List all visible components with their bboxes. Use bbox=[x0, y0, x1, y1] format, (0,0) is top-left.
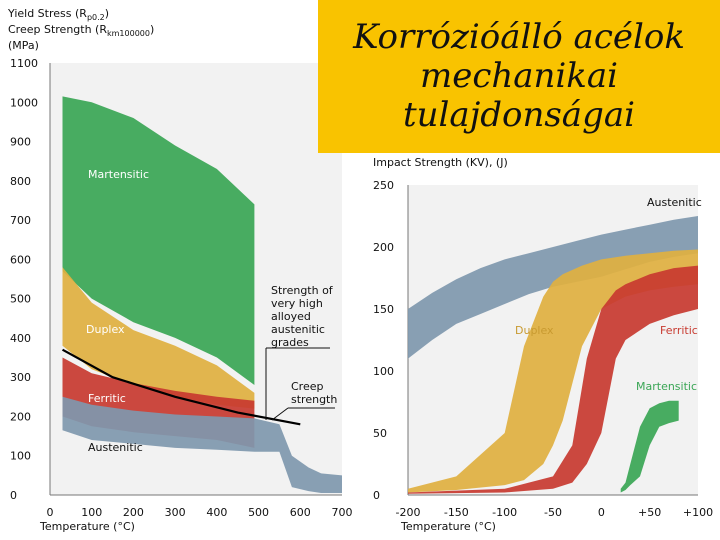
page-title: Korrózióálló acélok mechanikai tulajdons… bbox=[353, 17, 685, 135]
left-y-tick-600: 600 bbox=[10, 253, 31, 266]
left-y-tick-200: 200 bbox=[10, 410, 31, 423]
left-y-tick-900: 900 bbox=[10, 136, 31, 149]
annotation-very-high-alloyed: Strength of very high alloyed austenitic gra… bbox=[271, 284, 334, 349]
right-x-tick-3: -50 bbox=[544, 506, 562, 519]
left-x-tick-700: 700 bbox=[332, 506, 353, 519]
right-label-martensitic: Martensitic bbox=[636, 380, 697, 393]
right-y-axis-label: Impact Strength (KV), (J) bbox=[373, 156, 508, 169]
annotation-creep-pointer bbox=[271, 407, 289, 421]
right-x-axis-label: Temperature (°C) bbox=[401, 520, 496, 533]
left-y-tick-500: 500 bbox=[10, 293, 31, 306]
right-label-duplex: Duplex bbox=[515, 324, 554, 337]
band-austenitic bbox=[62, 396, 342, 493]
right-label-ferritic: Ferritic bbox=[660, 324, 698, 337]
band-martensitic bbox=[62, 96, 255, 386]
band-ferritic bbox=[408, 265, 698, 494]
right-x-tick-1: -150 bbox=[444, 506, 469, 519]
left-y-axis-label: Yield Stress (Rp0.2) Creep Strength (Rkm… bbox=[8, 7, 155, 53]
left-chart: 0 100 200 300 400 500 600 700 800 900 1000 1100 0 100… bbox=[10, 57, 353, 519]
left-y-tick-100: 100 bbox=[10, 450, 31, 463]
band-martensitic bbox=[620, 400, 679, 493]
right-y-tick-150: 150 bbox=[373, 303, 394, 316]
right-y-tick-50: 50 bbox=[373, 427, 387, 440]
left-x-tick-600: 600 bbox=[290, 506, 311, 519]
right-label-austenitic: Austenitic bbox=[647, 196, 702, 209]
left-y-tick-1100: 1100 bbox=[10, 57, 38, 70]
band-austenitic bbox=[408, 216, 698, 359]
left-x-tick-500: 500 bbox=[248, 506, 269, 519]
left-label-martensitic: Martensitic bbox=[88, 168, 149, 181]
left-x-tick-0: 0 bbox=[47, 506, 54, 519]
left-x-tick-100: 100 bbox=[81, 506, 102, 519]
right-y-tick-200: 200 bbox=[373, 241, 394, 254]
left-y-tick-0: 0 bbox=[10, 489, 17, 502]
right-y-tick-0: 0 bbox=[373, 489, 380, 502]
right-x-tick-0: -200 bbox=[396, 506, 421, 519]
left-x-tick-400: 400 bbox=[206, 506, 227, 519]
title-box: Korrózióálló acélok mechanikai tulajdons… bbox=[318, 0, 720, 153]
right-x-tick-2: -100 bbox=[492, 506, 517, 519]
left-y-tick-1000: 1000 bbox=[10, 96, 38, 109]
right-y-tick-100: 100 bbox=[373, 365, 394, 378]
right-x-tick-5: +50 bbox=[638, 506, 661, 519]
creep-strength-line bbox=[61, 348, 301, 426]
left-y-tick-700: 700 bbox=[10, 214, 31, 227]
left-y-tick-400: 400 bbox=[10, 332, 31, 345]
left-y-tick-300: 300 bbox=[10, 371, 31, 384]
band-duplex bbox=[408, 249, 698, 493]
left-label-duplex: Duplex bbox=[86, 323, 125, 336]
right-x-tick-6: +100 bbox=[683, 506, 713, 519]
annotation-creep-strength: Creep strength bbox=[291, 380, 337, 406]
left-x-tick-300: 300 bbox=[165, 506, 186, 519]
left-x-axis-label: Temperature (°C) bbox=[40, 520, 135, 533]
left-label-ferritic: Ferritic bbox=[88, 392, 126, 405]
band-duplex bbox=[62, 267, 255, 409]
left-x-tick-200: 200 bbox=[123, 506, 144, 519]
left-y-tick-800: 800 bbox=[10, 175, 31, 188]
right-chart: 0 50 100 150 200 250 -200 -150 -100 -50 0 +50 +100 Au… bbox=[373, 179, 713, 519]
right-x-tick-4: 0 bbox=[598, 506, 605, 519]
left-label-austenitic: Austenitic bbox=[88, 441, 143, 454]
right-y-tick-250: 250 bbox=[373, 179, 394, 192]
